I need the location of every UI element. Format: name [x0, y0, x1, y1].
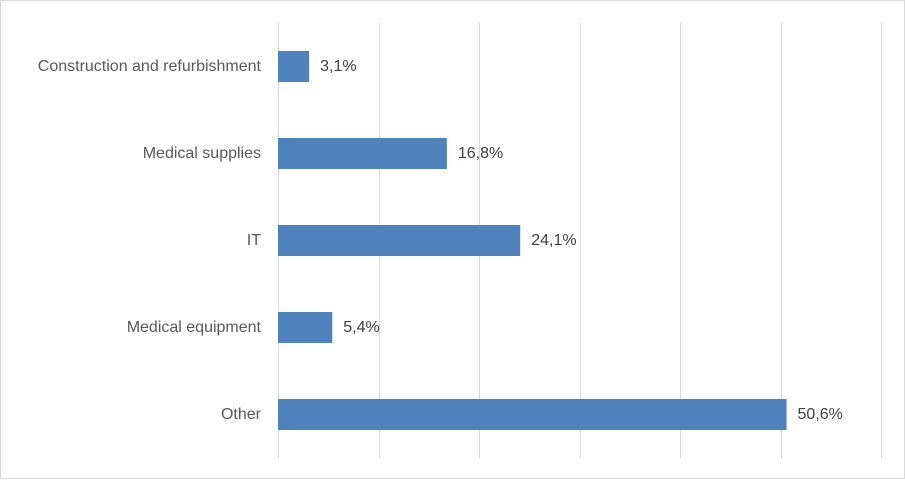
bars	[278, 51, 787, 430]
bar	[278, 312, 333, 343]
bar	[278, 51, 310, 82]
category-label: Medical supplies	[143, 145, 261, 162]
category-label: Medical equipment	[127, 319, 262, 336]
data-label: 5,4%	[343, 319, 379, 336]
bar	[278, 399, 787, 430]
data-label: 16,8%	[458, 145, 503, 162]
bar	[278, 138, 447, 169]
bar	[278, 225, 521, 256]
data-label: 50,6%	[798, 406, 843, 423]
category-label: IT	[247, 232, 261, 249]
category-label: Other	[221, 406, 262, 423]
data-label: 3,1%	[320, 58, 356, 75]
data-label: 24,1%	[531, 232, 576, 249]
labels: Construction and refurbishment 3,1% Medica…	[38, 58, 843, 423]
category-label: Construction and refurbishment	[38, 58, 262, 75]
